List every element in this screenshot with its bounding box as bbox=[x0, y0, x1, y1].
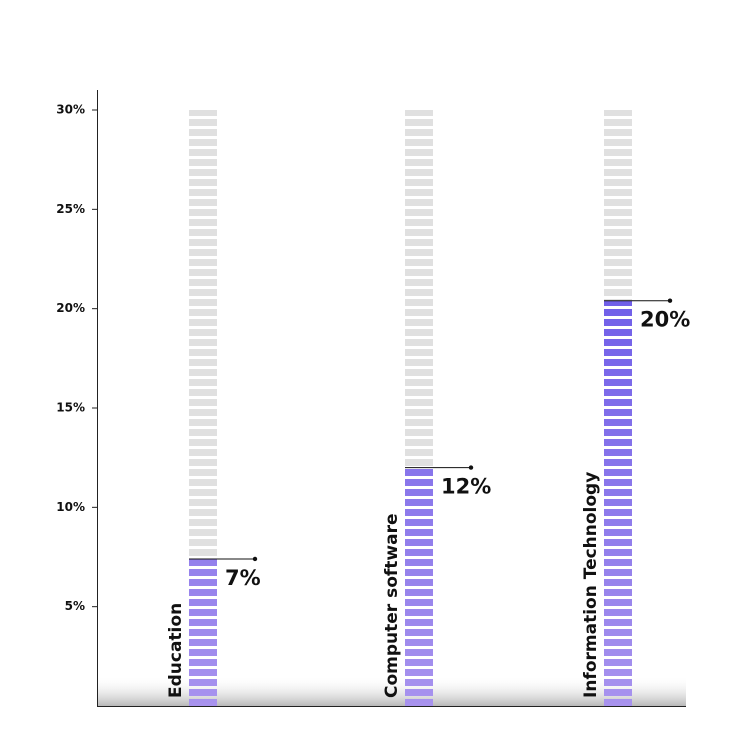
bar bbox=[189, 558, 217, 706]
leader-dot bbox=[667, 298, 673, 303]
leader-dot bbox=[252, 556, 258, 562]
y-tick-label: 30% bbox=[56, 103, 85, 117]
bar bbox=[604, 300, 632, 706]
y-tick-label: 5% bbox=[65, 599, 85, 613]
value-label: 7% bbox=[225, 566, 261, 590]
category-label: Computer software bbox=[382, 513, 402, 698]
category-label: Information Technology bbox=[581, 472, 601, 698]
value-label: 12% bbox=[441, 475, 491, 499]
category-label: Education bbox=[166, 603, 186, 698]
y-tick-label: 15% bbox=[56, 401, 85, 415]
y-tick-label: 25% bbox=[56, 202, 85, 216]
y-tick-label: 10% bbox=[56, 500, 85, 514]
leader-dot bbox=[468, 465, 474, 470]
bar bbox=[405, 467, 433, 706]
y-tick-label: 20% bbox=[56, 301, 85, 315]
value-label: 20% bbox=[640, 308, 690, 332]
